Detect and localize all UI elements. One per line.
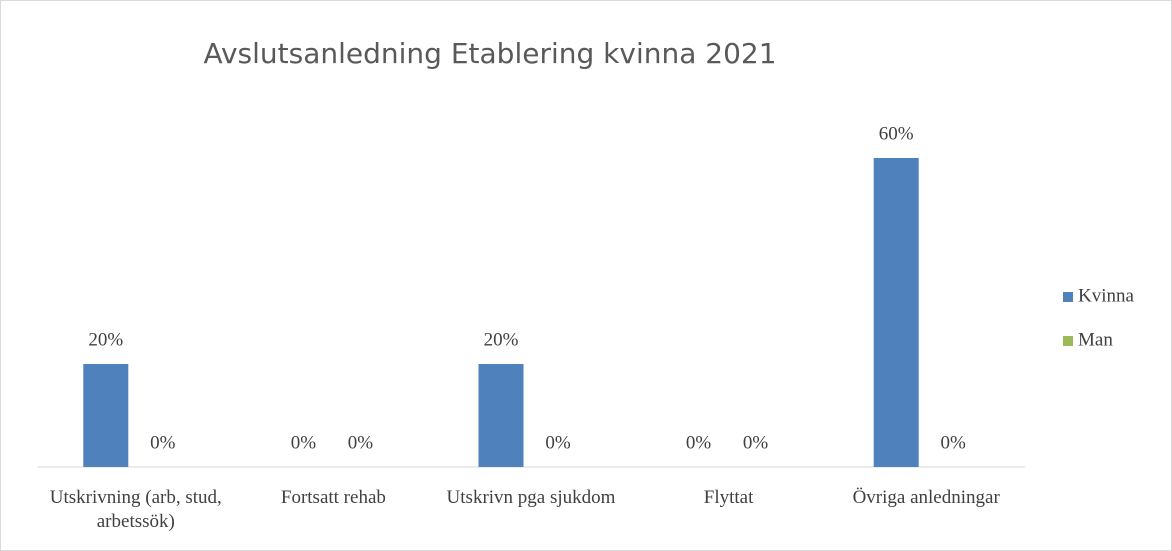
data-label: 0%: [150, 432, 176, 453]
data-label: 0%: [941, 432, 967, 453]
data-label: 0%: [743, 432, 769, 453]
data-label: 0%: [348, 432, 374, 453]
x-tick-label: Utskrivn pga sjukdom: [446, 487, 616, 508]
data-label: 20%: [88, 329, 123, 350]
bar: [83, 364, 129, 467]
bar: [478, 364, 524, 467]
x-tick-label: Fortsatt rehab: [280, 487, 386, 508]
legend-swatch: [1063, 292, 1073, 302]
data-label: 0%: [291, 432, 317, 453]
chart-title: Avslutsanledning Etablering kvinna 2021: [203, 37, 776, 70]
x-tick-label: Flyttat: [703, 487, 754, 508]
bar: [873, 158, 919, 467]
x-tick-label: Utskrivning (arb, stud, arbetssök): [49, 487, 222, 532]
data-label: 60%: [879, 123, 914, 144]
data-label: 0%: [545, 432, 571, 453]
data-label: 0%: [686, 432, 712, 453]
x-tick-label: Övriga anledningar: [852, 487, 1000, 508]
data-label: 20%: [484, 329, 519, 350]
legend-label: Kvinna: [1078, 285, 1135, 306]
legend-label: Man: [1078, 329, 1113, 350]
legend-swatch: [1063, 336, 1073, 346]
